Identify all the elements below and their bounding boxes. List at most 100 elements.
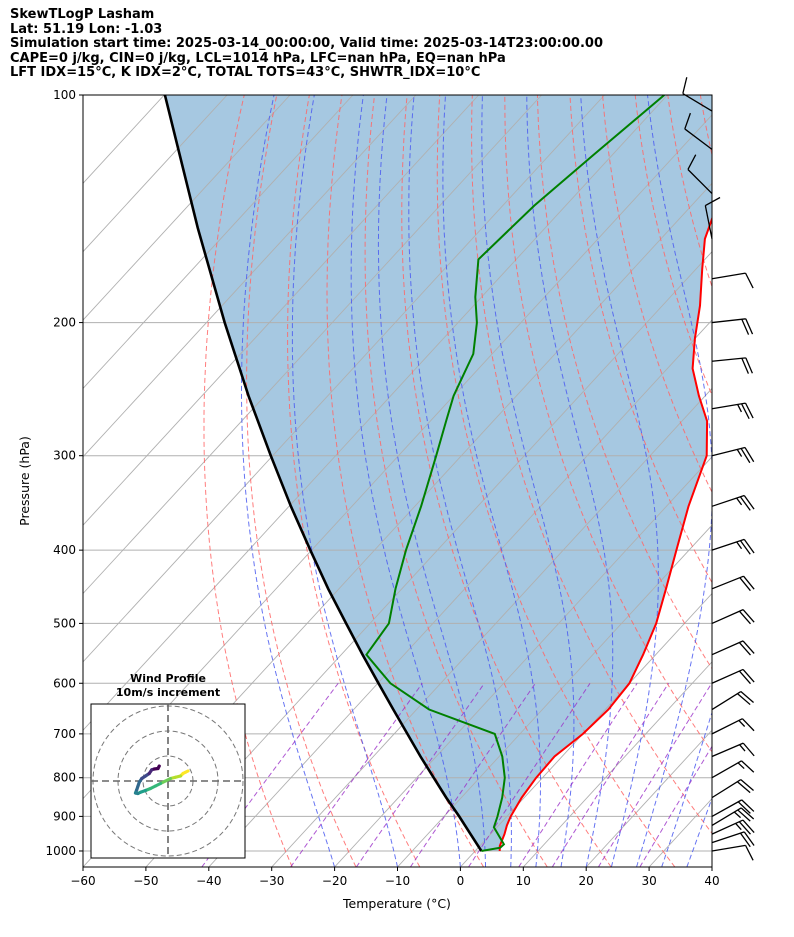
wind-barb-half-flag	[737, 762, 745, 770]
wind-barb	[711, 819, 755, 835]
wind-barb-staff	[711, 318, 746, 324]
isotherm-line	[271, 387, 712, 867]
wind-barb-staff	[711, 819, 744, 835]
wind-barb-staff	[711, 799, 743, 817]
wind-barb-flag	[740, 691, 754, 703]
isotherm-line	[83, 95, 480, 526]
wind-barb-flag	[742, 609, 755, 623]
dry-adiabat-line	[326, 95, 485, 867]
wind-barb-staff	[711, 357, 746, 362]
dewpoint-line	[365, 95, 665, 852]
y-axis-label: Pressure (hPa)	[17, 436, 32, 526]
moist-adiabat-layer	[241, 95, 712, 867]
profile-series-layer	[163, 95, 712, 852]
y-tick-label: 700	[53, 727, 76, 741]
wind-barb-flag	[742, 669, 755, 683]
dry-adiabat-line	[569, 95, 712, 584]
dry-adiabat-line	[504, 95, 712, 753]
x-tick-label: 20	[579, 874, 594, 888]
x-axis-label-text: Temperature (°C)	[342, 896, 451, 911]
wind-barb-staff	[711, 844, 746, 852]
wind-barb	[711, 760, 755, 779]
dry-adiabat-line	[471, 95, 712, 835]
wind-barb-flag	[737, 801, 751, 814]
wind-barb-staff	[711, 538, 745, 551]
wind-barb-flag	[745, 318, 754, 335]
mixing-ratio-line	[639, 745, 712, 867]
x-tick-label: −50	[133, 874, 158, 888]
wind-barb-flag	[739, 832, 751, 848]
location-line: Lat: 51.19 Lon: -1.03	[10, 21, 163, 37]
wind-barb	[711, 575, 755, 592]
wind-barb-flag	[744, 272, 754, 289]
wind-barb	[711, 779, 754, 799]
wind-barb-staff	[711, 831, 745, 844]
moist-adiabat-line	[580, 95, 659, 867]
hodograph-inset: Wind Profile 10m/s increment	[90, 672, 246, 859]
wind-barb-staff	[711, 807, 742, 826]
mixing-ratio-line	[201, 682, 339, 867]
y-tick-label: 600	[53, 676, 76, 690]
wind-barb-flag	[745, 357, 753, 374]
moist-adiabat-line	[377, 95, 487, 867]
isotherm-line	[83, 95, 228, 253]
dry-adiabat-line	[436, 95, 676, 867]
wind-barb-staff	[711, 742, 744, 758]
isotherm-line	[585, 729, 712, 867]
moist-adiabat-line	[481, 95, 575, 867]
isotherm-line	[83, 95, 542, 595]
x-tick-label: −40	[196, 874, 221, 888]
hodograph-subtitle: 10m/s increment	[116, 686, 220, 699]
wind-barb	[711, 831, 755, 848]
wind-barb-half-flag	[736, 449, 743, 457]
isotherm-line	[145, 251, 712, 867]
dry-adiabat-line	[287, 95, 421, 867]
wind-barb-flag	[741, 318, 750, 335]
x-tick-layer: −60 −50 −40 −30 −20 −10 0 10 20 30 40	[70, 867, 720, 888]
isotherm-line	[775, 95, 794, 867]
wind-barb	[684, 112, 713, 150]
wind-barb	[682, 77, 713, 112]
wind-barb-flag	[737, 809, 751, 822]
dry-adiabat-line	[762, 79, 794, 867]
wind-barb-half-flag	[738, 720, 746, 727]
wind-barb-layer	[682, 77, 755, 861]
moist-adiabat-line	[661, 710, 712, 867]
wind-barb-staff	[711, 779, 742, 799]
parcel-path-line	[163, 95, 483, 852]
wind-barb-half-flag	[739, 744, 746, 752]
wind-barb-staff	[704, 205, 713, 240]
wind-barb-staff	[682, 92, 713, 112]
isotherm-line	[334, 456, 712, 867]
wind-barb-staff	[684, 128, 713, 150]
isotherm-line	[208, 319, 712, 867]
wind-barb-staff	[711, 575, 744, 590]
y-tick-label: 300	[53, 449, 76, 463]
isotherm-line	[83, 95, 291, 321]
index-line-text: LFT IDX=15°C, K IDX=2°C, TOTAL TOTS=43°C…	[10, 65, 481, 81]
wind-barb-staff	[711, 760, 742, 779]
wind-barb-flag	[744, 402, 754, 419]
wind-barb	[711, 272, 754, 289]
y-tick-label: 1000	[45, 844, 76, 858]
wind-barb-flag	[743, 495, 755, 510]
degree-symbol: °	[431, 896, 437, 911]
dry-adiabat-line	[364, 95, 548, 867]
wind-barb-flag	[738, 670, 751, 685]
wind-barb-flag	[741, 358, 750, 374]
y-tick-label: 400	[53, 543, 76, 557]
isotherm-line	[397, 524, 712, 867]
wind-barb-flag	[743, 539, 755, 554]
mixing-ratio-line	[597, 683, 712, 867]
y-tick-label: 800	[53, 771, 76, 785]
wind-barb-flag	[738, 821, 751, 835]
x-tick-label: 40	[704, 874, 719, 888]
index-line: LFT IDX=15°C, K IDX=2°C, TOTAL TOTS=43°C…	[10, 66, 790, 81]
wind-barb-flag	[741, 403, 750, 420]
wind-barb-staff	[711, 640, 744, 656]
wind-barb	[704, 196, 721, 240]
wind-barb	[711, 640, 755, 656]
wind-barb	[711, 690, 754, 711]
wind-barb-staff	[687, 169, 713, 194]
